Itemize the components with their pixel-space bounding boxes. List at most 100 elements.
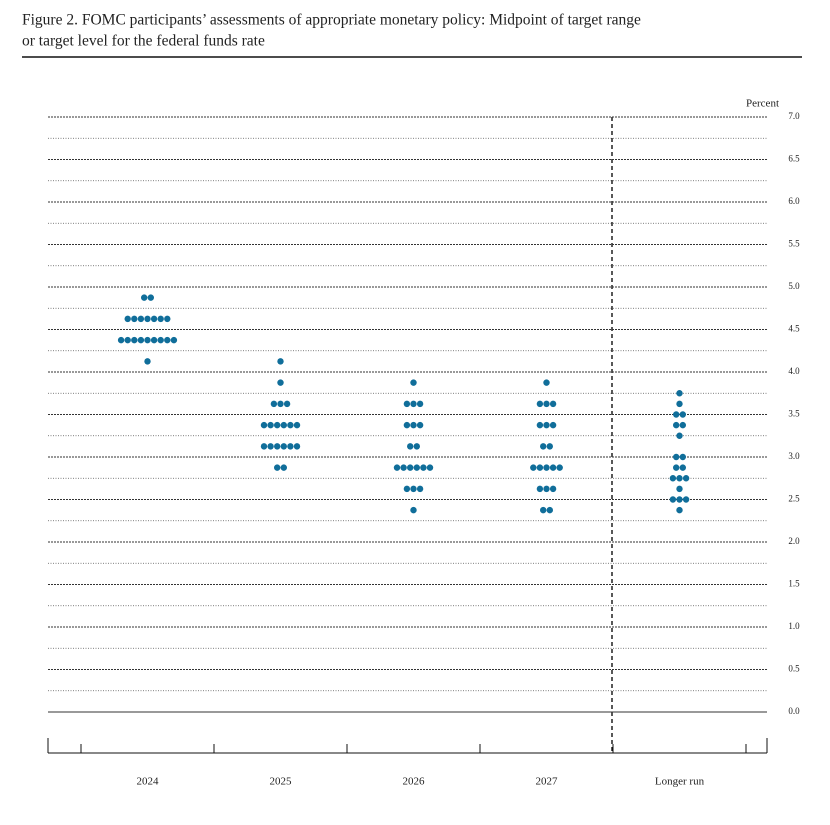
y-tick-label: 6.0 [788, 196, 800, 206]
dot [144, 315, 151, 323]
dot [403, 421, 411, 429]
y-axis-label: Percent [746, 98, 779, 110]
dot [546, 443, 553, 450]
y-tick-label: 7.0 [788, 111, 800, 121]
y-tick-label: 1.0 [788, 621, 800, 631]
dot [267, 443, 274, 450]
dot [549, 464, 557, 471]
dot [679, 453, 686, 461]
dot [274, 443, 281, 450]
dot [416, 400, 424, 408]
dot [546, 506, 553, 514]
dot [283, 400, 291, 408]
dot [280, 464, 287, 471]
dot [164, 336, 171, 344]
dot [137, 315, 145, 323]
dot [403, 485, 411, 493]
dot [536, 421, 544, 429]
dot [416, 421, 424, 429]
dot [543, 421, 550, 429]
dot [673, 453, 680, 461]
dot [400, 464, 407, 471]
chart-subtitle: or target level for the federal funds ra… [22, 33, 265, 50]
dot [274, 421, 281, 429]
y-tick-label: 6.5 [788, 154, 800, 164]
dot [676, 485, 683, 493]
y-tick-label: 1.5 [788, 579, 800, 589]
dot [682, 496, 690, 503]
dot [669, 475, 677, 482]
dot [124, 315, 131, 323]
dot [543, 379, 550, 386]
y-tick-label: 3.0 [788, 451, 800, 461]
dot [679, 464, 686, 471]
dot [124, 336, 131, 344]
y-tick-label: 2.0 [788, 536, 800, 546]
dot [540, 443, 547, 450]
dot [293, 443, 301, 450]
dot [403, 400, 411, 408]
dot [410, 421, 417, 429]
dot [117, 336, 125, 344]
dot [549, 485, 557, 493]
dot [270, 400, 278, 408]
dot [676, 475, 683, 482]
dot [676, 400, 683, 408]
dot [410, 485, 417, 493]
dot [267, 421, 274, 429]
dot [540, 506, 547, 514]
dot [280, 443, 287, 450]
dot [536, 400, 544, 408]
x-tick-label: 2026 [403, 776, 426, 788]
dot [393, 464, 401, 471]
y-tick-label: 4.5 [788, 324, 800, 334]
dot [141, 294, 148, 301]
y-tick-label: 5.5 [788, 239, 800, 249]
dot [277, 400, 284, 408]
y-tick-label: 2.5 [788, 494, 800, 504]
dot [131, 315, 138, 323]
x-tick-label: Longer run [655, 776, 705, 788]
dot [543, 464, 550, 471]
chart-title: Figure 2. FOMC participants’ assessments… [22, 12, 641, 29]
dot [407, 443, 414, 450]
dot [676, 390, 683, 397]
dot [407, 464, 414, 471]
dot [416, 485, 424, 493]
dot [413, 464, 420, 471]
y-tick-label: 0.5 [788, 664, 800, 674]
y-tick-label: 4.0 [788, 366, 800, 376]
dot [170, 336, 178, 344]
x-tick-label: 2025 [270, 776, 293, 788]
dot [277, 358, 284, 365]
dot [682, 475, 690, 482]
dot [287, 421, 294, 429]
dot [673, 421, 680, 429]
dot [410, 506, 417, 514]
dot [157, 336, 164, 344]
dot [676, 496, 683, 503]
dot [287, 443, 294, 450]
dot [669, 496, 677, 503]
dot [549, 421, 557, 429]
dot [131, 336, 138, 344]
dot [530, 464, 537, 471]
dot [420, 464, 427, 471]
dot [543, 400, 550, 408]
dot [260, 421, 268, 429]
y-tick-label: 5.0 [788, 281, 800, 291]
x-tick-label: 2024 [137, 776, 160, 788]
x-tick-label: 2027 [536, 776, 559, 788]
dot [274, 464, 281, 471]
dot [144, 336, 151, 344]
y-tick-label: 3.5 [788, 409, 800, 419]
dot [549, 400, 557, 408]
dot [137, 336, 145, 344]
dot [144, 358, 151, 365]
dot [147, 294, 154, 301]
dot [280, 421, 287, 429]
dot [157, 315, 164, 323]
dot [413, 443, 420, 450]
dot [426, 464, 434, 471]
